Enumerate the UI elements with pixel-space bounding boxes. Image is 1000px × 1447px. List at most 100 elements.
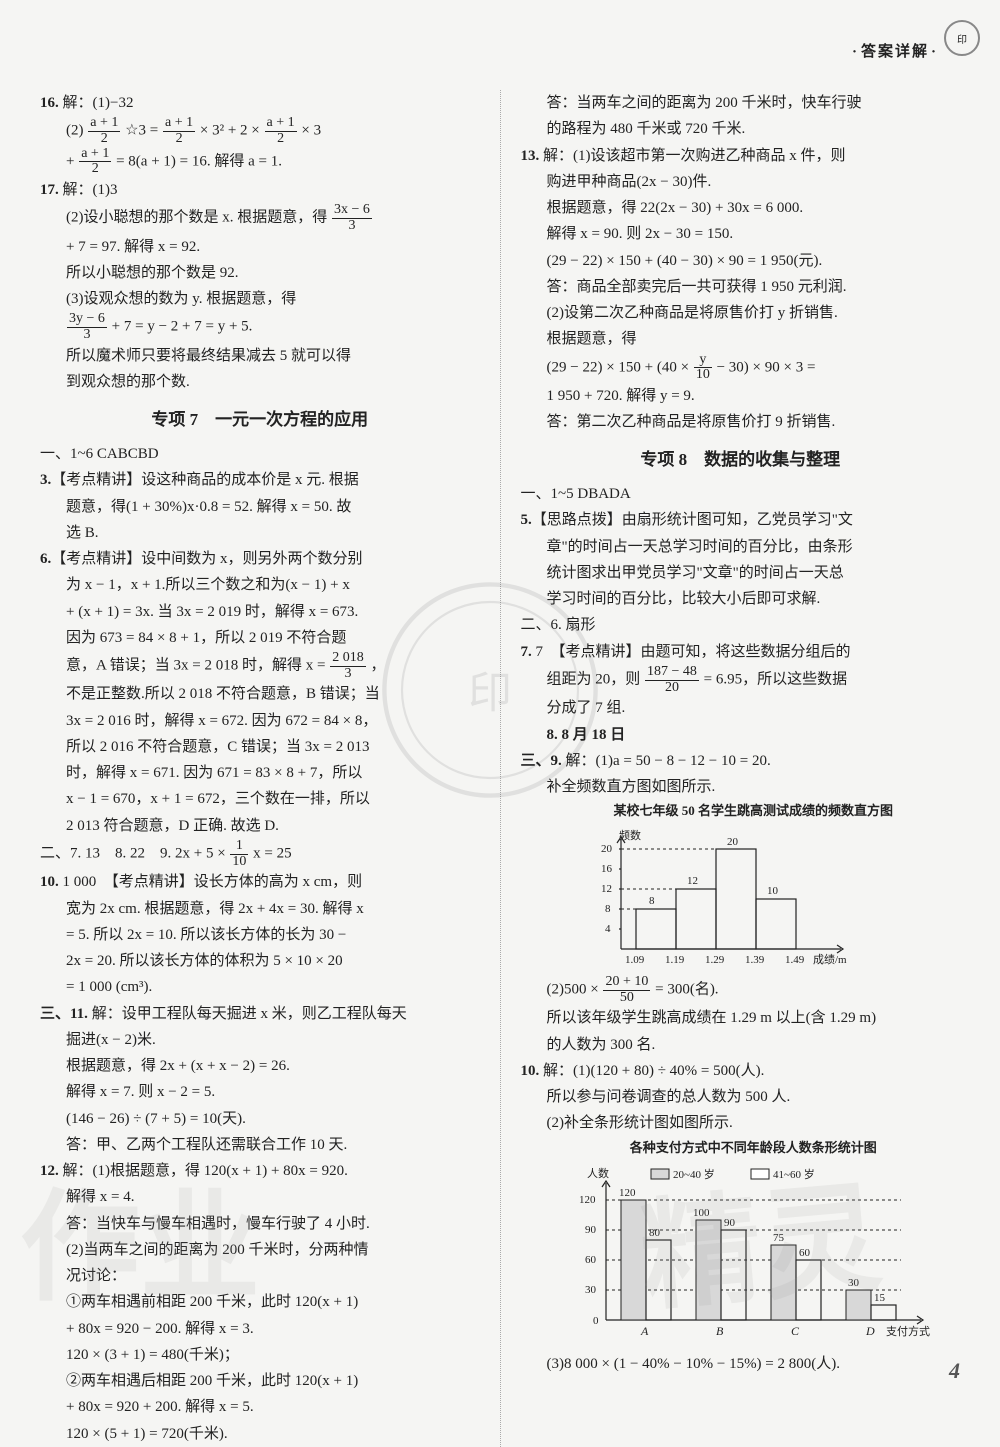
q13-l10: 1 950 + 720. 解得 y = 9. xyxy=(521,383,961,409)
s7-q11-l4: 解得 x = 7. 则 x − 2 = 5. xyxy=(40,1079,480,1105)
svg-text:120: 120 xyxy=(579,1194,596,1206)
s8-p2: 二、6. 扇形 xyxy=(521,612,961,638)
q17-l8: 到观众想的那个数. xyxy=(40,369,480,395)
s7-q12-l11: 120 × (5 + 1) = 720(千米). xyxy=(40,1421,480,1447)
s7-q12: 12. 解：(1)根据题意，得 120(x + 1) + 80x = 920. xyxy=(40,1158,480,1184)
q12c-l2: 的路程为 480 千米或 720 千米. xyxy=(521,116,961,142)
s7-p1: 一、1~6 CABCBD xyxy=(40,441,480,467)
svg-text:15: 15 xyxy=(874,1292,886,1304)
seal-icon: 印 xyxy=(944,20,980,56)
s7-q6-l2: 为 x − 1，x + 1.所以三个数之和为(x − 1) + x xyxy=(40,572,480,598)
s7-q12-l7: + 80x = 920 − 200. 解得 x = 3. xyxy=(40,1316,480,1342)
q13-l7: (2)设第二次乙种商品是将原售价打 y 折销售. xyxy=(521,300,961,326)
s7-q10-l4: 2x = 20. 所以该长方体的体积为 5 × 10 × 20 xyxy=(40,948,480,974)
section8-title: 专项 8 数据的收集与整理 xyxy=(521,445,961,475)
q13-l5: (29 − 22) × 150 + (40 − 30) × 90 = 1 950… xyxy=(521,248,961,274)
s8-q10-l4: (3)8 000 × (1 − 40% − 10% − 15%) = 2 800… xyxy=(521,1351,961,1377)
q17-l7: 所以魔术师只要将最终结果减去 5 就可以得 xyxy=(40,343,480,369)
s8-q9-l2: 补全频数直方图如图所示. xyxy=(521,774,961,800)
s7-q10-l5: = 1 000 (cm³). xyxy=(40,974,480,1000)
s8-q10-l3: (2)补全条形统计图如图所示. xyxy=(521,1110,961,1136)
q17-l2: (2)设小聪想的那个数是 x. 根据题意，得 3x − 63 xyxy=(40,203,480,233)
q13-l6: 答：商品全部卖完后一共可获得 1 950 元利润. xyxy=(521,274,961,300)
q16: 16. 解：(1)−32 xyxy=(40,90,480,116)
s7-q10-l3: = 5. 所以 2x = 10. 所以该长方体的长为 30 − xyxy=(40,922,480,948)
s8-p3: 三、9. 解：(1)a = 50 − 8 − 12 − 10 = 20. xyxy=(521,748,961,774)
s7-q3: 3.【考点精讲】设这种商品的成本价是 x 元. 根据 xyxy=(40,467,480,493)
s8-q10-l2: 所以参与问卷调查的总人数为 500 人. xyxy=(521,1084,961,1110)
q13-l4: 解得 x = 90. 则 2x − 30 = 150. xyxy=(521,221,961,247)
right-column: 答：当两车之间的距离为 200 千米时，快车行驶 的路程为 480 千米或 72… xyxy=(521,90,961,1447)
s7-p3: 三、11. 解：设甲工程队每天掘进 x 米，则乙工程队每天 xyxy=(40,1001,480,1027)
q16-l3: + a + 12 = 8(a + 1) = 16. 解得 a = 1. xyxy=(40,147,480,177)
svg-text:60: 60 xyxy=(799,1247,811,1259)
svg-text:16: 16 xyxy=(601,863,613,875)
s7-q10: 10. 1 000 【考点精讲】设长方体的高为 x cm，则 xyxy=(40,869,480,895)
s7-q12-l2: 解得 x = 4. xyxy=(40,1184,480,1210)
svg-text:C: C xyxy=(791,1324,800,1338)
s7-q11-l3: 根据题意，得 2x + (x + x − 2) = 26. xyxy=(40,1053,480,1079)
svg-text:人数: 人数 xyxy=(587,1167,609,1180)
grouped-bar-svg: 人数 20~40 岁 41~60 岁 0 30 60 90 120 120 80 xyxy=(561,1165,941,1345)
s7-q6: 6.【考点精讲】设中间数为 x，则另外两个数分别 xyxy=(40,546,480,572)
s7-q6-l11: 2 013 符合题意，D 正确. 故选 D. xyxy=(40,813,480,839)
q17-l5: (3)设观众想的数为 y. 根据题意，得 xyxy=(40,286,480,312)
s7-q6-l9: 时，解得 x = 671. 因为 671 = 83 × 8 + 7，所以 xyxy=(40,760,480,786)
s7-q11-l5: (146 − 26) ÷ (7 + 5) = 10(天). xyxy=(40,1106,480,1132)
s7-q12-l3: 答：当快车与慢车相遇时，慢车行驶了 4 小时. xyxy=(40,1211,480,1237)
chart1-title: 某校七年级 50 名学生跳高测试成绩的频数直方图 xyxy=(521,800,961,823)
svg-text:12: 12 xyxy=(687,875,698,887)
svg-text:成绩/m: 成绩/m xyxy=(813,953,847,966)
svg-text:支付方式: 支付方式 xyxy=(886,1324,930,1338)
svg-text:1.19: 1.19 xyxy=(665,954,685,966)
s8-q5: 5.【思路点拨】由扇形统计图可知，乙党员学习"文 xyxy=(521,507,961,533)
svg-text:0: 0 xyxy=(593,1315,599,1327)
s8-q5-l3: 统计图求出甲党员学习"文章"的时间占一天总 xyxy=(521,560,961,586)
s7-q6-l6: 不是正整数.所以 2 018 不符合题意，B 错误；当 xyxy=(40,681,480,707)
s7-q3-l2: 题意，得(1 + 30%)x·0.8 = 52. 解得 x = 50. 故 xyxy=(40,494,480,520)
s7-q6-l3: + (x + 1) = 3x. 当 3x = 2 019 时，解得 x = 67… xyxy=(40,599,480,625)
s8-q9-l5: 的人数为 300 名. xyxy=(521,1032,961,1058)
q16-l2: (2) a + 12 ☆3 = a + 12 × 3² + 2 × a + 12… xyxy=(40,116,480,146)
s7-q6-l7: 3x = 2 016 时，解得 x = 672. 因为 672 = 84 × 8… xyxy=(40,708,480,734)
s7-q10-l2: 宽为 2x cm. 根据题意，得 2x + 4x = 30. 解得 x xyxy=(40,896,480,922)
q13-l9: (29 − 22) × 150 + (40 × y10 − 30) × 90 ×… xyxy=(521,353,961,383)
section7-title: 专项 7 一元一次方程的应用 xyxy=(40,405,480,435)
q13-l2: 购进甲种商品(2x − 30)件. xyxy=(521,169,961,195)
s8-q8: 8. 8 月 18 日 xyxy=(521,722,961,748)
s8-q5-l2: 章"的时间占一天总学习时间的百分比，由条形 xyxy=(521,534,961,560)
s7-q12-l8: 120 × (3 + 1) = 480(千米)； xyxy=(40,1342,480,1368)
s7-q6-l10: x − 1 = 670，x + 1 = 672，三个数在一排，所以 xyxy=(40,786,480,812)
svg-text:30: 30 xyxy=(848,1277,860,1289)
s7-q12-l4: (2)当两车之间的距离为 200 千米时，分两种情 xyxy=(40,1237,480,1263)
svg-text:60: 60 xyxy=(585,1254,597,1266)
s7-q11-l2: 掘进(x − 2)米. xyxy=(40,1027,480,1053)
svg-text:120: 120 xyxy=(619,1187,636,1199)
svg-text:12: 12 xyxy=(601,883,612,895)
q17-l4: 所以小聪想的那个数是 92. xyxy=(40,260,480,286)
svg-text:频数: 频数 xyxy=(619,829,641,842)
s8-q7-l2: 组距为 20，则 187 − 4820 = 6.95，所以这些数据 xyxy=(521,665,961,695)
histogram-svg: 频数 4 8 12 16 20 8 12 20 xyxy=(581,829,861,969)
svg-text:20: 20 xyxy=(727,836,739,848)
left-column: 16. 解：(1)−32 (2) a + 12 ☆3 = a + 12 × 3²… xyxy=(40,90,480,1447)
s8-q9-l4: 所以该年级学生跳高成绩在 1.29 m 以上(含 1.29 m) xyxy=(521,1005,961,1031)
grouped-bar-chart: 人数 20~40 岁 41~60 岁 0 30 60 90 120 120 80 xyxy=(561,1165,941,1345)
svg-text:D: D xyxy=(865,1324,875,1338)
svg-text:8: 8 xyxy=(649,895,655,907)
page-body: 16. 解：(1)−32 (2) a + 12 ☆3 = a + 12 × 3²… xyxy=(40,90,960,1447)
svg-text:90: 90 xyxy=(724,1217,736,1229)
svg-text:10: 10 xyxy=(767,885,779,897)
s7-q6-l4: 因为 673 = 84 × 8 + 1，所以 2 019 不符合题 xyxy=(40,625,480,651)
svg-text:30: 30 xyxy=(585,1284,597,1296)
q13: 13. 解：(1)设该超市第一次购进乙种商品 x 件，则 xyxy=(521,143,961,169)
q17: 17. 解：(1)3 xyxy=(40,177,480,203)
svg-text:1.39: 1.39 xyxy=(745,954,765,966)
s8-q5-l4: 学习时间的百分比，比较大小后即可求解. xyxy=(521,586,961,612)
svg-text:B: B xyxy=(716,1324,724,1338)
s8-q9-l3: (2)500 × 20 + 1050 = 300(名). xyxy=(521,975,961,1005)
svg-text:80: 80 xyxy=(649,1227,661,1239)
s8-q7-l3: 分成了 7 组. xyxy=(521,695,961,721)
page-number: 4 xyxy=(949,1358,960,1384)
s8-p1: 一、1~5 DBADA xyxy=(521,481,961,507)
